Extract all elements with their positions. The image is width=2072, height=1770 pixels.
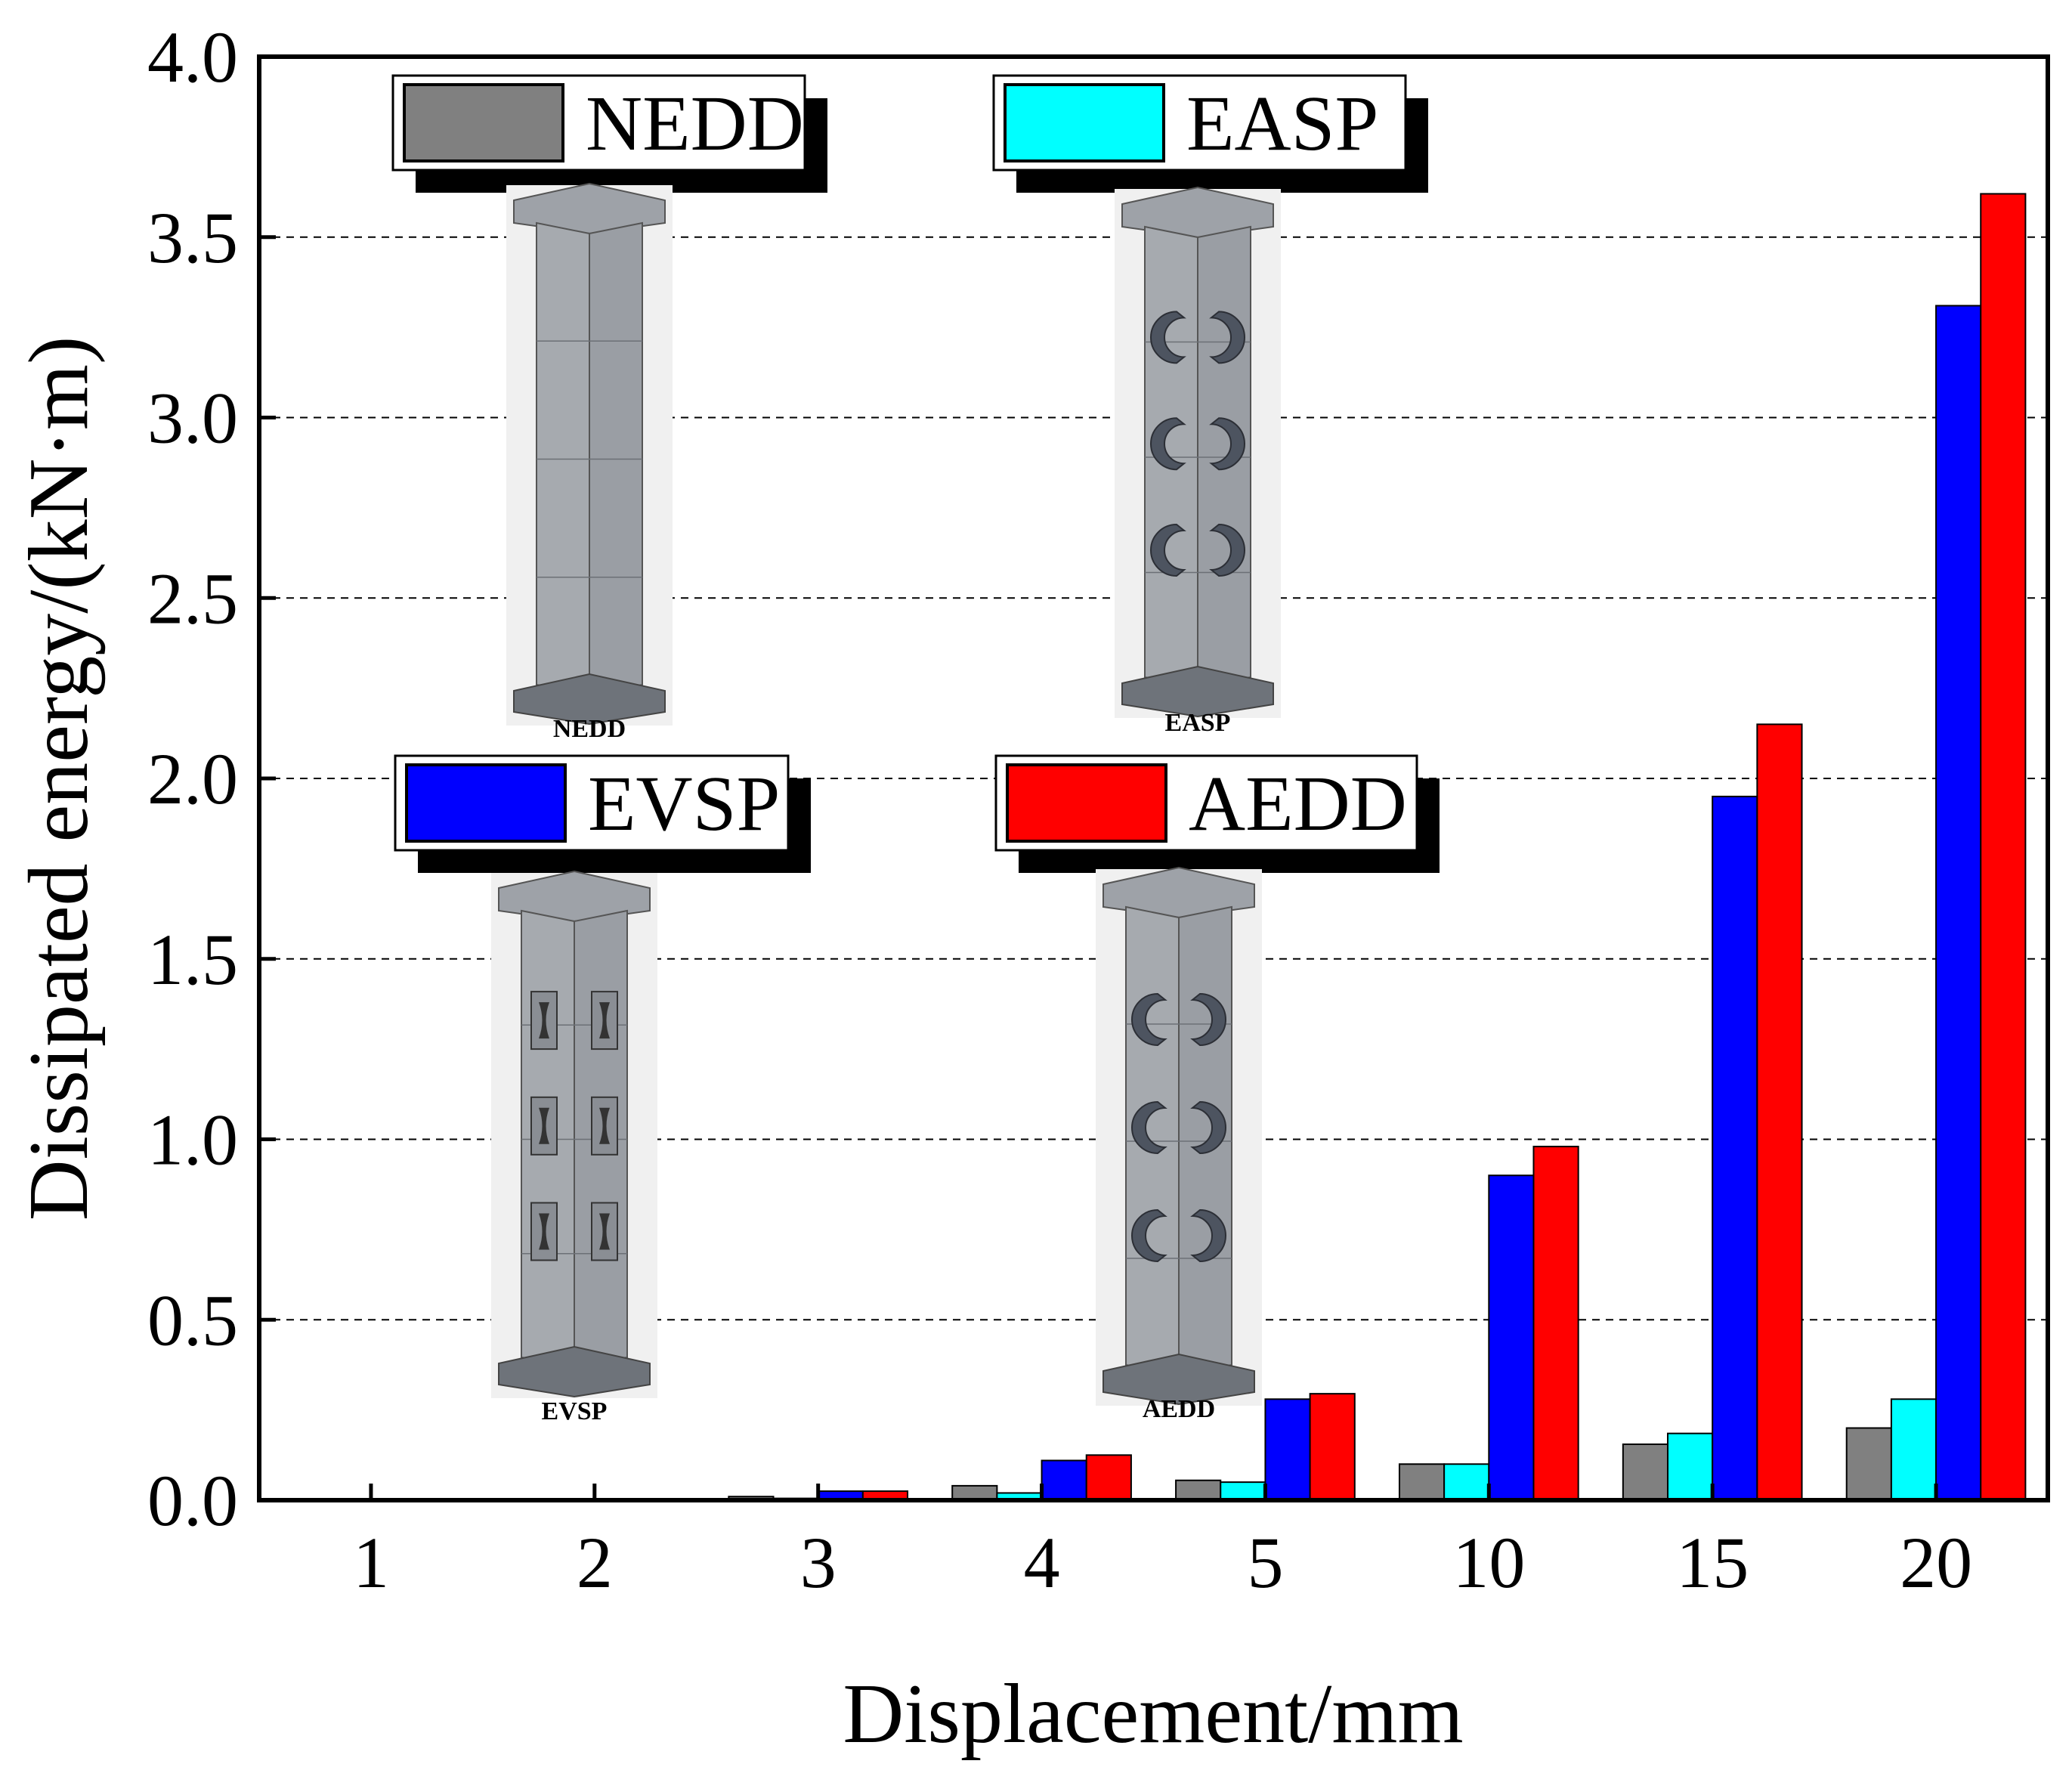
legend-swatch [1004, 83, 1165, 162]
y-tick-label: 4.0 [147, 17, 238, 97]
arc-damper-icon [1131, 1208, 1167, 1263]
x-tick-label: 1 [353, 1522, 389, 1603]
bar-nedd [1622, 1443, 1669, 1502]
y-tick-label: 1.5 [147, 919, 238, 1000]
column-illustration-evsp: EVSP [491, 870, 657, 1425]
arc-damper-icon [1150, 417, 1186, 471]
column-illustration-nedd: NEDD [506, 182, 673, 743]
x-tick-label: 10 [1452, 1522, 1525, 1603]
y-tick-label: 3.5 [147, 197, 238, 278]
y-tick-label: 3.0 [147, 378, 238, 459]
bar-evsp [1935, 305, 1982, 1502]
plot-frame [257, 54, 2050, 1502]
column-illustration-easp: EASP [1115, 186, 1281, 737]
arc-damper-icon [1131, 992, 1167, 1047]
legend-label: AEDD [1189, 760, 1407, 847]
x-tick-label: 2 [577, 1522, 613, 1603]
y-axis-title: Dissipated energy/(kN·m) [12, 336, 106, 1221]
bar-evsp [1712, 795, 1758, 1501]
legend: NEDD EASP EVSP AEDD [391, 74, 1440, 873]
arc-damper-icon [1150, 523, 1186, 577]
x-tick-label: 3 [800, 1522, 837, 1603]
bar-nedd [1398, 1463, 1446, 1501]
arc-damper-icon [1209, 311, 1245, 364]
arc-damper-icon [1150, 311, 1186, 364]
bar-aedd [1532, 1146, 1579, 1502]
legend-label: EVSP [588, 760, 780, 847]
y-tick-label: 2.5 [147, 558, 238, 639]
y-tick-label: 0.5 [147, 1280, 238, 1360]
x-tick-label: 5 [1247, 1522, 1283, 1603]
bar-aedd [1085, 1454, 1132, 1501]
arc-damper-icon [1190, 992, 1226, 1047]
bars [728, 193, 2027, 1502]
bar-aedd [1980, 193, 2027, 1502]
illustration-caption: NEDD [553, 715, 626, 743]
x-ticks: 1 2 3 4 5 10 15 20 [353, 1484, 1972, 1603]
arc-damper-icon [1190, 1208, 1226, 1263]
legend-swatch [405, 763, 567, 843]
x-tick-label: 4 [1024, 1522, 1060, 1603]
legend-item-easp: EASP [992, 74, 1428, 193]
y-tick-label: 2.0 [147, 738, 238, 819]
legend-item-aedd: AEDD [994, 754, 1440, 873]
bar-evsp [1488, 1174, 1535, 1501]
arc-damper-icon [1190, 1100, 1226, 1155]
arc-damper-icon [1209, 523, 1245, 577]
bar-evsp [1264, 1398, 1311, 1502]
legend-swatch [1006, 763, 1167, 843]
x-tick-label: 20 [1900, 1522, 1972, 1603]
illustration-caption: EASP [1165, 709, 1231, 737]
column-illustrations: NEDD EASP EVSP AEDD [491, 182, 1281, 1425]
column-illustration-aedd: AEDD [1096, 866, 1262, 1423]
arc-damper-icon [1209, 417, 1245, 471]
bar-easp [1890, 1398, 1937, 1502]
legend-label: EASP [1186, 80, 1378, 167]
illustration-caption: AEDD [1143, 1395, 1215, 1423]
legend-item-evsp: EVSP [394, 754, 811, 873]
bar-nedd [1175, 1479, 1222, 1502]
illustration-caption: EVSP [542, 1397, 608, 1425]
bar-nedd [1845, 1427, 1892, 1501]
legend-item-nedd: NEDD [391, 74, 827, 193]
arc-damper-icon [1131, 1100, 1167, 1155]
bar-easp [1220, 1481, 1266, 1501]
bar-aedd [1756, 723, 1803, 1501]
bar-easp [1443, 1463, 1490, 1501]
bar-evsp [1041, 1459, 1087, 1501]
y-tick-label: 0.0 [147, 1460, 238, 1541]
x-tick-label: 15 [1676, 1522, 1749, 1603]
y-tick-label: 1.0 [147, 1100, 238, 1181]
bar-aedd [1309, 1393, 1356, 1501]
bar-easp [1667, 1432, 1714, 1501]
legend-label: NEDD [586, 80, 804, 167]
legend-swatch [403, 83, 564, 162]
x-axis-title: Displacement/mm [843, 1667, 1463, 1761]
